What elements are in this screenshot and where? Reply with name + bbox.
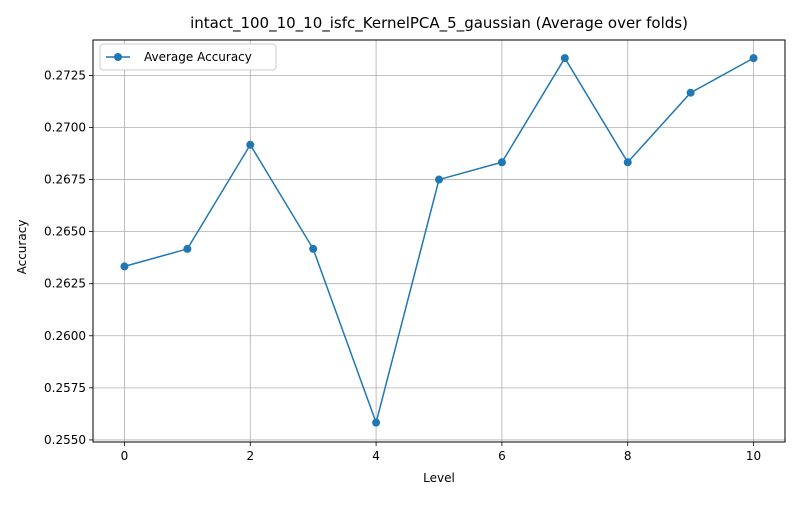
y-tick-label: 0.2675 bbox=[44, 173, 86, 187]
legend-marker-sample bbox=[114, 53, 122, 61]
y-axis-label: Accuracy bbox=[15, 220, 29, 275]
legend-box bbox=[99, 43, 277, 71]
x-tick-label: 2 bbox=[246, 449, 254, 463]
data-point bbox=[120, 262, 129, 271]
y-tick-label: 0.2725 bbox=[44, 68, 86, 82]
x-tick-label: 6 bbox=[498, 449, 506, 463]
data-point bbox=[246, 140, 255, 149]
x-tick-label: 0 bbox=[121, 449, 129, 463]
legend: Average Accuracy bbox=[99, 43, 277, 71]
x-axis-label: Level bbox=[423, 471, 455, 485]
chart-title: intact_100_10_10_isfc_KernelPCA_5_gaussi… bbox=[190, 14, 688, 33]
y-tick-label: 0.2625 bbox=[44, 277, 86, 291]
y-axis-ticks: 0.2550 0.2575 0.2600 0.2625 0.2650 0.2675 0.27… bbox=[44, 68, 93, 447]
y-tick-label: 0.2550 bbox=[44, 433, 86, 447]
y-tick-label: 0.2575 bbox=[44, 381, 86, 395]
y-tick-label: 0.2700 bbox=[44, 120, 86, 134]
grid bbox=[93, 40, 785, 442]
x-tick-label: 10 bbox=[746, 449, 761, 463]
data-point bbox=[749, 54, 758, 63]
data-point bbox=[309, 244, 318, 253]
data-point bbox=[686, 88, 695, 97]
data-point bbox=[183, 244, 192, 253]
data-point bbox=[372, 418, 381, 427]
data-point bbox=[435, 175, 443, 184]
x-tick-label: 4 bbox=[372, 449, 380, 463]
data-point bbox=[497, 158, 506, 167]
data-point bbox=[560, 54, 569, 63]
data-point bbox=[623, 158, 632, 167]
plot-frame bbox=[92, 39, 786, 443]
series-line bbox=[124, 56, 754, 426]
series-layer bbox=[120, 54, 758, 427]
y-tick-label: 0.2600 bbox=[44, 329, 86, 343]
y-tick-label: 0.2650 bbox=[44, 225, 86, 239]
x-axis-ticks: 0 2 4 6 8 10 bbox=[121, 442, 761, 463]
legend-entry-label: Average Accuracy bbox=[144, 50, 252, 64]
x-tick-label: 8 bbox=[624, 449, 632, 463]
